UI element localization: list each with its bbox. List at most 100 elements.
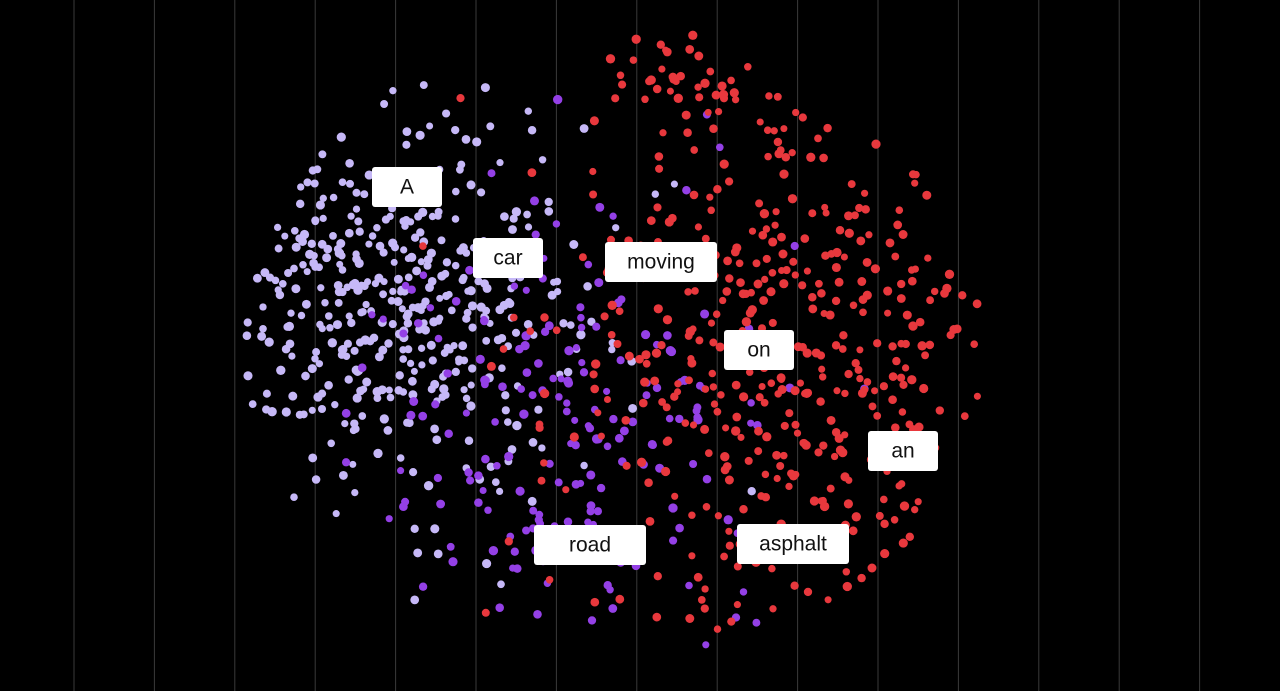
point <box>345 158 354 168</box>
point <box>584 518 592 526</box>
point <box>456 93 465 103</box>
point <box>563 376 573 386</box>
point <box>372 387 382 397</box>
point <box>676 71 685 81</box>
point <box>799 438 809 448</box>
point <box>693 572 703 582</box>
point <box>693 415 703 425</box>
point <box>873 412 882 420</box>
point <box>606 235 616 244</box>
point <box>416 228 425 237</box>
point <box>791 420 800 429</box>
point <box>763 126 772 134</box>
point <box>498 382 507 392</box>
point <box>484 506 492 514</box>
point <box>907 276 917 286</box>
point <box>709 124 718 133</box>
point <box>527 496 537 506</box>
point <box>653 304 663 314</box>
point <box>418 207 428 218</box>
point <box>419 271 428 279</box>
point <box>554 478 563 487</box>
point <box>871 387 879 395</box>
point <box>480 315 488 324</box>
point <box>539 388 550 399</box>
point <box>788 471 799 481</box>
point <box>709 383 718 391</box>
point <box>714 512 723 520</box>
point <box>629 56 638 64</box>
point <box>720 552 728 561</box>
point <box>772 208 780 216</box>
point <box>284 268 293 278</box>
point <box>694 223 702 231</box>
point <box>591 359 601 369</box>
point <box>474 471 483 480</box>
point <box>352 188 361 197</box>
point <box>495 603 504 612</box>
point <box>811 348 821 358</box>
point <box>408 390 418 400</box>
point <box>404 254 412 263</box>
point <box>865 231 873 239</box>
point <box>754 426 763 436</box>
point <box>725 541 734 550</box>
point <box>517 385 526 393</box>
point <box>324 312 333 320</box>
point <box>675 523 684 533</box>
point <box>724 475 734 485</box>
point <box>651 190 660 198</box>
point <box>733 601 741 609</box>
point <box>600 312 609 321</box>
point <box>774 390 782 398</box>
point <box>736 278 745 287</box>
point <box>373 394 382 403</box>
point <box>507 445 517 454</box>
point <box>841 431 849 439</box>
point <box>780 125 788 133</box>
point <box>803 267 811 275</box>
point <box>579 124 589 133</box>
point <box>659 129 667 137</box>
point <box>524 107 532 115</box>
point <box>486 462 496 472</box>
point <box>685 45 695 54</box>
point <box>586 501 596 510</box>
point <box>745 308 755 318</box>
point <box>318 150 327 159</box>
point <box>688 511 696 519</box>
point <box>897 373 906 382</box>
point <box>334 248 345 258</box>
point <box>417 344 426 352</box>
point <box>482 376 490 384</box>
point <box>397 467 405 475</box>
point <box>792 108 800 117</box>
point <box>741 289 750 299</box>
point <box>732 412 742 422</box>
point <box>791 271 799 279</box>
point <box>537 476 546 485</box>
point <box>652 84 662 94</box>
point <box>312 348 321 356</box>
point <box>860 189 869 197</box>
point <box>781 152 791 162</box>
point <box>597 432 605 440</box>
point <box>641 350 651 360</box>
point <box>342 352 351 361</box>
point <box>299 261 307 269</box>
point <box>701 585 709 593</box>
point <box>580 461 588 470</box>
point <box>774 149 784 159</box>
point <box>589 167 597 176</box>
point <box>914 498 922 506</box>
point <box>409 468 418 477</box>
point <box>796 379 804 387</box>
point <box>496 159 504 167</box>
point <box>824 596 832 604</box>
point <box>434 334 443 343</box>
point <box>709 338 718 347</box>
point <box>562 407 571 416</box>
point <box>668 72 678 82</box>
point <box>578 253 587 262</box>
point <box>619 426 629 436</box>
